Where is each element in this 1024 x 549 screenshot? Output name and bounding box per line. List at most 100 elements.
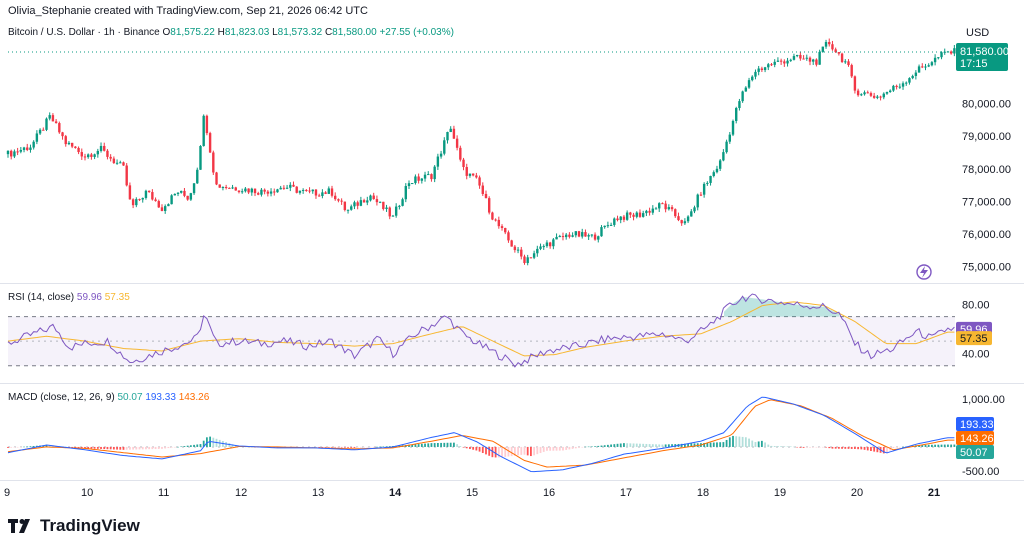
candle-body [783,61,786,64]
candle-body [285,187,289,189]
macd-histogram-bar [773,446,776,447]
candle-body [930,62,934,66]
time-axis-tick-label: 19 [774,487,786,499]
candle-body [763,67,767,71]
candle-body [532,253,536,258]
macd-histogram-bar [898,446,901,448]
candle-body [927,65,930,67]
candle-body [622,216,626,220]
macd-histogram-bar [947,444,949,447]
macd-histogram-bar [494,446,497,458]
candle-body [545,242,549,247]
macd-histogram-bar [35,445,38,447]
candle-body [369,195,372,201]
macd-histogram-bar [446,442,449,447]
macd-histogram-bar [32,445,35,447]
macd-histogram-bar [485,446,487,455]
macd-histogram-bar [520,446,523,455]
macd-histogram-bar [398,445,401,447]
candle-body [414,176,417,184]
candle-body [253,188,257,194]
candle-body [484,193,488,199]
candle-body [170,195,173,205]
macd-histogram-bar [103,446,106,450]
macd-signal-tag [956,430,994,445]
candle-body [42,129,45,131]
candle-body [459,147,462,160]
time-axis-tick-label: 13 [312,487,324,499]
macd-histogram-bar [388,446,391,447]
candle-body [674,209,677,217]
macd-histogram-bar [870,446,872,452]
candle-body [465,167,468,176]
candle-body [805,57,808,59]
candle-body [128,185,132,200]
macd-histogram-bar [138,446,141,450]
macd-histogram-bar [507,446,510,457]
macd-histogram-bar [799,446,802,448]
candle-body [234,187,237,191]
candle-body [574,231,578,236]
macd-signal-value: 143.26 [178,392,210,403]
candle-body [828,42,831,45]
candle-body [385,207,388,210]
candle-body [568,234,571,237]
candle-body [542,246,545,248]
candle-body [13,151,16,157]
macd-histogram-bar [372,446,375,448]
tradingview-logo-icon [8,519,30,533]
macd-histogram-bar [690,443,693,447]
candle-body [760,68,764,71]
macd-histogram-bar [424,443,426,447]
candle-body [539,246,542,249]
candle-body [564,234,568,238]
candle-body [802,58,805,60]
candle-body [629,212,632,215]
macd-histogram-bar [834,446,837,449]
last-price-tag [956,43,1008,72]
pane-separator [0,480,1024,481]
macd-histogram-bar [876,446,879,453]
macd-histogram-bar [472,446,475,450]
candle-body [795,54,799,57]
macd-histogram-bar [497,446,500,458]
candle-body [61,132,64,137]
macd-label: MACD (close, 12, 26, 9) [8,392,115,403]
rsi-value: 59.96 [76,292,102,303]
candle-body [334,195,337,200]
macd-histogram-bar [590,446,593,448]
candle-body [298,190,302,193]
candle-body [770,64,773,66]
macd-histogram-bar [359,446,362,448]
candle-body [382,201,385,210]
candle-body [417,176,420,181]
macd-histogram-bar [850,446,853,449]
macd-histogram-bar [629,443,632,447]
macd-histogram-bar [841,446,843,449]
rsi-ma-value: 57.35 [104,292,130,303]
rsi-overbought-fill [724,297,840,317]
candle-body [744,87,748,92]
candle-body [853,76,857,91]
candle-body [670,207,674,210]
macd-histogram-bar [658,444,661,447]
macd-histogram-bar [145,446,147,450]
candle-body [86,154,90,158]
macd-histogram-bar [430,443,433,447]
candle-body [147,190,151,193]
macd-histogram-bar [135,446,138,450]
macd-histogram-bar [427,443,430,447]
macd-histogram-bar [205,437,208,447]
candle-body [74,146,77,148]
macd-histogram-bar [568,446,571,450]
low-value: 81,573.32 [277,27,323,38]
pane-separator [0,383,1024,384]
candle-body [702,183,706,195]
macd-histogram-bar [129,446,131,450]
candle-body [648,210,651,213]
candle-body [837,52,841,54]
candle-body [776,60,780,62]
macd-histogram-bar [539,446,542,454]
candle-body [6,150,10,155]
